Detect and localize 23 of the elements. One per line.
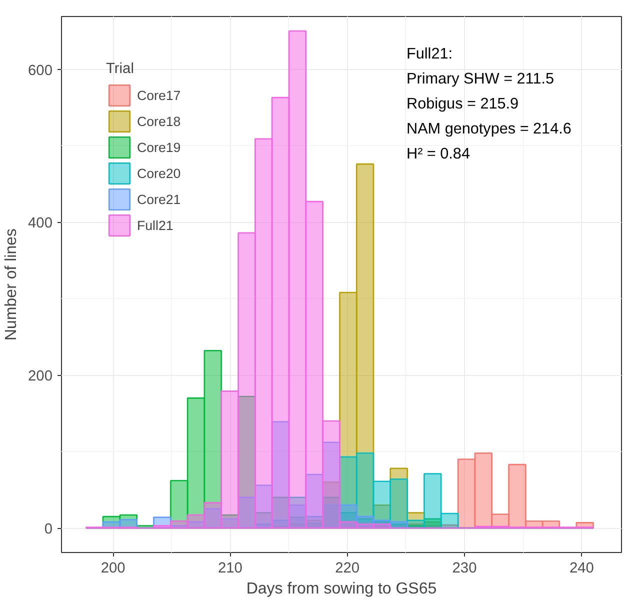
y-tick-label: 400 xyxy=(28,216,53,232)
x-tick-label: 220 xyxy=(335,560,360,576)
annotation: H² = 0.84 xyxy=(406,146,470,162)
legend-label: Core21 xyxy=(137,190,181,208)
annotation: Full21: xyxy=(406,46,453,62)
x-tick-label: 210 xyxy=(218,560,242,576)
legend-label: Core20 xyxy=(137,164,181,182)
x-tick-label: 240 xyxy=(569,560,594,576)
legend-label: Full21 xyxy=(137,216,174,234)
y-axis-title: Number of lines xyxy=(3,228,20,341)
annotation: Primary SHW = 211.5 xyxy=(406,70,554,88)
legend-label: Core17 xyxy=(137,86,181,104)
legend-title: Trial xyxy=(106,61,135,77)
y-tick-label: 0 xyxy=(44,522,53,538)
y-tick-label: 200 xyxy=(28,368,53,385)
legend-label: Core19 xyxy=(137,138,181,156)
x-axis-title: Days from sowing to GS65 xyxy=(246,580,437,598)
legend-label: Core18 xyxy=(137,112,181,130)
x-tick-label: 230 xyxy=(452,560,477,576)
annotation: Robigus = 215.9 xyxy=(406,96,519,112)
x-tick-label: 200 xyxy=(100,560,126,576)
annotation: NAM genotypes = 214.6 xyxy=(406,120,572,138)
y-tick-label: 600 xyxy=(28,62,53,79)
